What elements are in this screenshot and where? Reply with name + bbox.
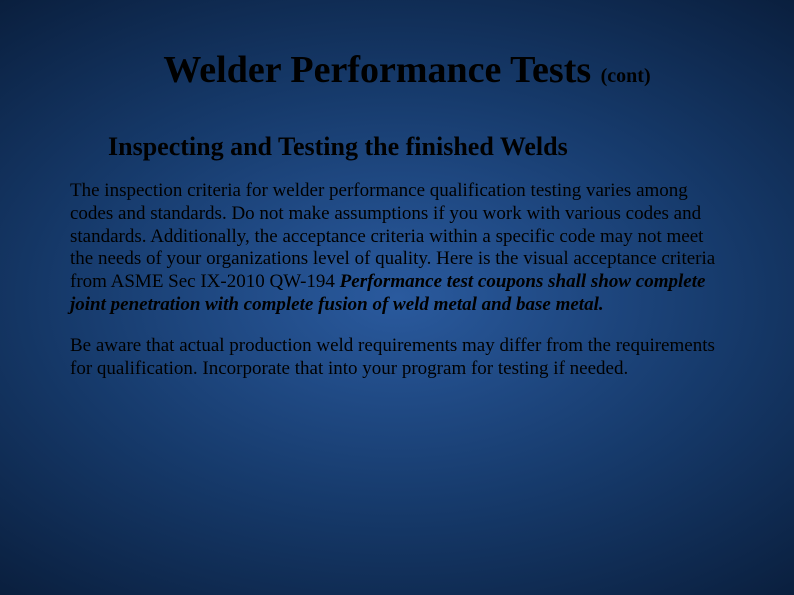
slide-subtitle: Inspecting and Testing the finished Weld… [108,132,724,162]
title-main: Welder Performance Tests [163,49,591,91]
slide-container: Welder Performance Tests (cont) Inspecti… [0,0,794,595]
body-paragraph-2: Be aware that actual production weld req… [70,335,724,381]
slide-title: Welder Performance Tests (cont) [90,48,724,92]
body-paragraph-1: The inspection criteria for welder perfo… [70,180,724,317]
title-cont: (cont) [601,65,651,87]
